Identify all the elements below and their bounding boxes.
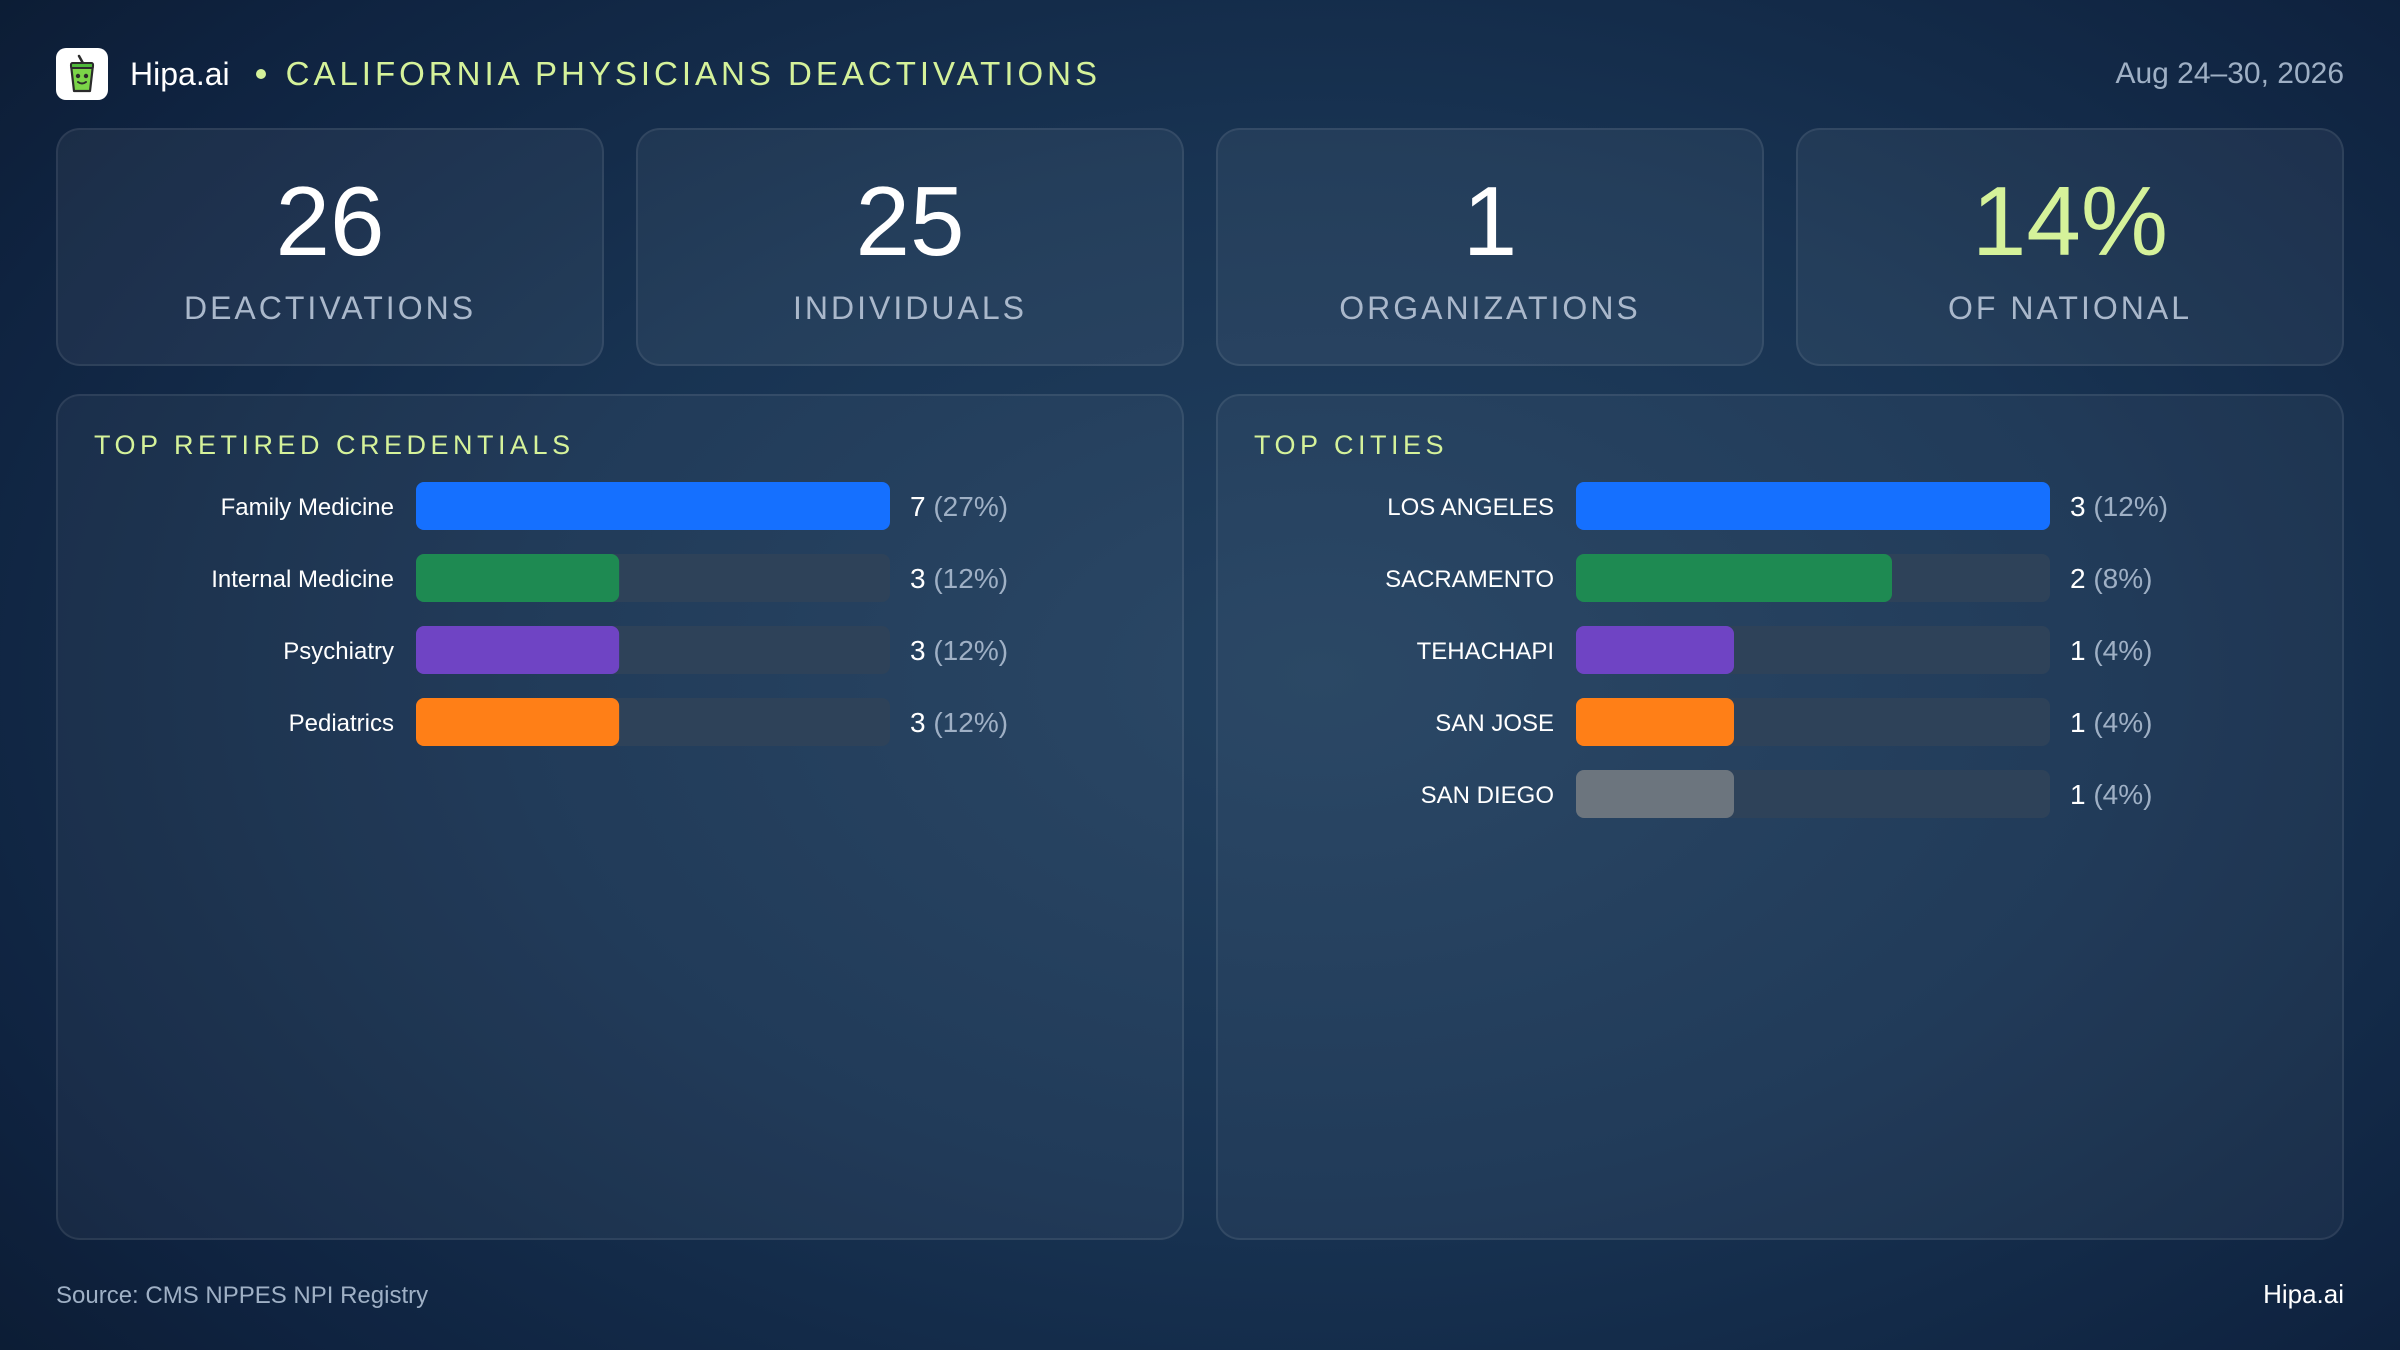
cities-bar-chart: LOS ANGELES 3 (12%) SACRAMENTO 2 (8%) TEHACH… bbox=[1385, 482, 2168, 818]
kpi-label: OF NATIONAL bbox=[1948, 290, 2192, 326]
cities-panel: TOP CITIES LOS ANGELES 3 (12%) SACRAMENTO 2… bbox=[1216, 394, 2344, 1240]
bar bbox=[416, 554, 620, 602]
bar-value-label: 3 (12%) bbox=[910, 563, 1008, 594]
bar-percent-label: (12%) bbox=[933, 563, 1008, 594]
bar-category-label: Internal Medicine bbox=[211, 566, 394, 593]
panel-title: TOP RETIRED CREDENTIALS bbox=[94, 430, 575, 460]
bar-value-label: 1 (4%) bbox=[2070, 635, 2152, 666]
header: Hipa.ai CALIFORNIA PHYSICIANS DEACTIVATI… bbox=[56, 48, 2344, 100]
bar-category-label: Psychiatry bbox=[283, 638, 394, 665]
panel-title: TOP CITIES bbox=[1254, 430, 1449, 460]
brand-logo bbox=[56, 48, 108, 100]
bar-percent-label: (12%) bbox=[933, 635, 1008, 666]
kpi-card-individuals: 25 INDIVIDUALS bbox=[636, 128, 1184, 366]
green-drink-cup-icon bbox=[69, 54, 95, 93]
bar bbox=[1576, 626, 1734, 674]
footer-brand: Hipa.ai bbox=[2263, 1279, 2344, 1309]
bar-value-label: 1 (4%) bbox=[2070, 707, 2152, 738]
kpi-label: DEACTIVATIONS bbox=[183, 290, 477, 326]
bar-value-label: 3 (12%) bbox=[910, 707, 1008, 738]
credentials-bar-chart: Family Medicine 7 (27%) Internal Medicine 3… bbox=[211, 482, 1008, 746]
bar-value-label: 1 (4%) bbox=[2070, 779, 2152, 810]
bar-value-label: 3 (12%) bbox=[2070, 491, 2168, 522]
bar-percent-label: (4%) bbox=[2093, 779, 2152, 810]
kpi-value: 25 bbox=[855, 166, 965, 276]
bar bbox=[1576, 554, 1892, 602]
bar-value-label: 3 (12%) bbox=[910, 635, 1008, 666]
bar-category-label: SACRAMENTO bbox=[1385, 566, 1554, 593]
brand-name: Hipa.ai bbox=[130, 55, 230, 92]
bar-percent-label: (4%) bbox=[2093, 707, 2152, 738]
kpi-label: ORGANIZATIONS bbox=[1339, 290, 1641, 326]
kpi-label: INDIVIDUALS bbox=[793, 290, 1027, 326]
bar-category-label: SAN DIEGO bbox=[1421, 782, 1554, 809]
date-range: Aug 24–30, 2026 bbox=[2115, 57, 2344, 90]
bar-value-label: 2 (8%) bbox=[2070, 563, 2152, 594]
credentials-panel: TOP RETIRED CREDENTIALS Family Medicine 7… bbox=[56, 394, 1184, 1240]
bar-percent-label: (27%) bbox=[933, 491, 1008, 522]
kpi-card-organizations: 1 ORGANIZATIONS bbox=[1216, 128, 1764, 366]
bar-category-label: Family Medicine bbox=[221, 494, 394, 521]
kpi-value: 1 bbox=[1462, 166, 1518, 276]
bar-percent-label: (4%) bbox=[2093, 635, 2152, 666]
bar bbox=[1576, 482, 2050, 530]
bar bbox=[416, 698, 620, 746]
bar-category-label: SAN JOSE bbox=[1435, 710, 1554, 737]
bar-percent-label: (12%) bbox=[933, 707, 1008, 738]
bar-category-label: Pediatrics bbox=[289, 710, 394, 737]
kpi-card-deactivations: 26 DEACTIVATIONS bbox=[56, 128, 604, 366]
bar bbox=[1576, 770, 1734, 818]
source-note: Source: CMS NPPES NPI Registry bbox=[56, 1282, 429, 1309]
kpi-value: 26 bbox=[275, 166, 385, 276]
bar-value-label: 7 (27%) bbox=[910, 491, 1008, 522]
bar bbox=[416, 626, 620, 674]
title-separator-dot bbox=[255, 69, 266, 79]
bar-percent-label: (8%) bbox=[2093, 563, 2152, 594]
kpi-value: 14% bbox=[1971, 166, 2169, 276]
bar bbox=[1576, 698, 1734, 746]
bar-percent-label: (12%) bbox=[2093, 491, 2168, 522]
bar-category-label: TEHACHAPI bbox=[1417, 638, 1554, 665]
kpi-card-national-share: 14% OF NATIONAL bbox=[1796, 128, 2344, 366]
bar-category-label: LOS ANGELES bbox=[1387, 494, 1554, 521]
bar bbox=[416, 482, 890, 530]
page-title: CALIFORNIA PHYSICIANS DEACTIVATIONS bbox=[285, 55, 1102, 92]
